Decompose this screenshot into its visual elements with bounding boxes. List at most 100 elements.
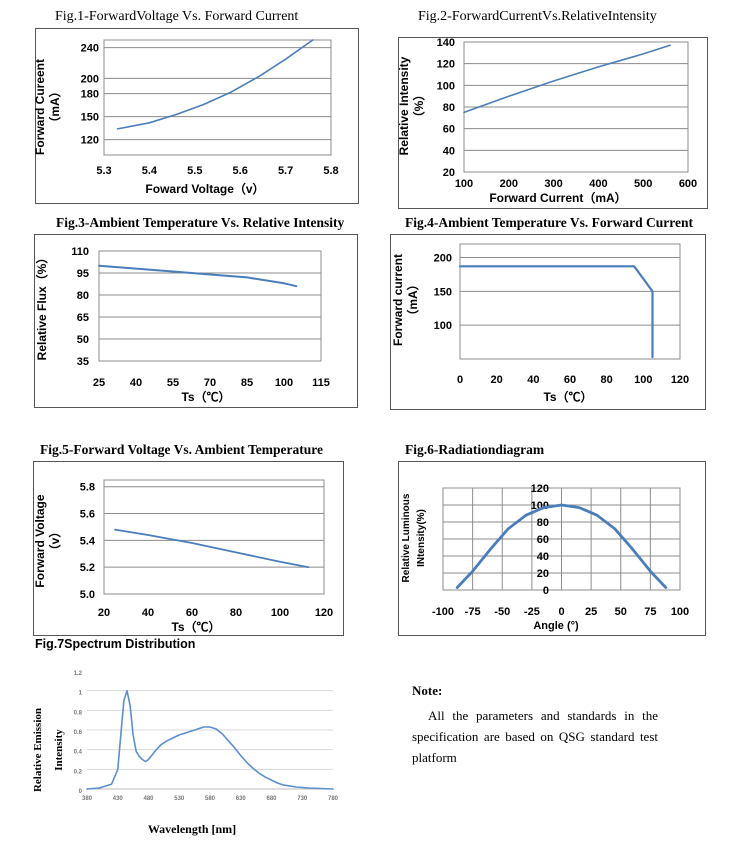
series-line xyxy=(98,264,298,288)
chart-title: Fig.6-Radiationdiagram xyxy=(405,442,545,457)
x-tick-label: 70 xyxy=(204,377,216,389)
x-tick-label: 5.5 xyxy=(187,165,202,177)
y-tick-label: 40 xyxy=(443,145,455,157)
y-tick-label: 0.6 xyxy=(74,730,83,736)
y-tick-label: 80 xyxy=(443,102,455,114)
x-tick-label: 25 xyxy=(585,606,597,618)
x-tick-label: 40 xyxy=(142,607,154,619)
x-axis-label: Angle (°) xyxy=(533,620,579,632)
x-tick-label: 300 xyxy=(544,178,562,190)
chart-frame xyxy=(35,28,359,204)
series-line xyxy=(86,689,334,790)
x-tick-label: 780 xyxy=(328,796,339,802)
series-line xyxy=(116,39,314,130)
y-tick-label: 110 xyxy=(71,246,89,258)
x-tick-label: 5.4 xyxy=(142,165,158,177)
series-line xyxy=(463,44,671,114)
y-tick-label: 140 xyxy=(437,37,455,49)
x-tick-label: 100 xyxy=(634,374,652,386)
y-axis-label: Forward current xyxy=(391,254,405,346)
plot-area xyxy=(103,479,325,595)
x-axis-label: Forward Current（mA） xyxy=(489,190,626,205)
y-tick-label: 200 xyxy=(81,73,99,85)
x-tick-label: 5.7 xyxy=(278,165,293,177)
plot-area xyxy=(459,243,681,360)
x-axis-label: Ts（℃） xyxy=(171,619,220,634)
x-tick-label: 100 xyxy=(275,377,293,389)
y-axis-label: （mA） xyxy=(47,85,62,128)
x-tick-label: 75 xyxy=(644,606,656,618)
y-axis-label: （%） xyxy=(411,89,426,124)
y-tick-label: 100 xyxy=(531,500,549,512)
x-tick-label: 60 xyxy=(564,374,576,386)
series-line xyxy=(455,503,668,589)
y-tick-label: 20 xyxy=(443,167,455,179)
x-tick-label: 80 xyxy=(230,607,242,619)
x-tick-label: 500 xyxy=(634,178,652,190)
x-axis-label: Wavelength [nm] xyxy=(148,822,236,836)
x-tick-label: 80 xyxy=(601,374,613,386)
x-tick-label: 530 xyxy=(174,796,185,802)
y-axis-label: Intensity xyxy=(53,729,65,771)
y-tick-label: 80 xyxy=(537,517,549,529)
y-tick-label: 50 xyxy=(77,334,89,346)
x-tick-label: -50 xyxy=(494,606,510,618)
x-tick-label: 40 xyxy=(130,377,142,389)
y-tick-label: 1.2 xyxy=(74,671,83,677)
y-tick-label: 100 xyxy=(434,320,452,332)
chart-title: Fig.2-ForwardCurrentVs.RelativeIntensity xyxy=(418,9,657,24)
y-axis-label: Relative Intensity xyxy=(397,56,411,155)
y-axis-label: INtensity(%) xyxy=(416,509,427,567)
y-tick-label: 0 xyxy=(543,585,549,597)
y-tick-label: 5.8 xyxy=(80,482,95,494)
x-tick-label: 5.3 xyxy=(96,165,111,177)
y-tick-label: 0 xyxy=(79,789,83,795)
chart-frame xyxy=(390,234,706,410)
x-tick-label: 50 xyxy=(615,606,627,618)
x-axis-label: Foward Voltage（v） xyxy=(145,181,264,196)
y-tick-label: 80 xyxy=(77,290,89,302)
y-tick-label: 40 xyxy=(537,551,549,563)
y-tick-label: 180 xyxy=(81,89,99,101)
x-tick-label: 60 xyxy=(186,607,198,619)
x-tick-label: -75 xyxy=(465,606,481,618)
y-tick-label: 5.6 xyxy=(80,509,95,521)
y-tick-label: 200 xyxy=(434,253,452,265)
y-tick-label: 120 xyxy=(531,483,549,495)
chart-title: Fig.3-Ambient Temperature Vs. Relative I… xyxy=(56,215,345,230)
plot-area xyxy=(103,39,332,156)
x-tick-label: 85 xyxy=(241,377,253,389)
y-tick-label: 240 xyxy=(81,43,99,55)
y-tick-label: 0.2 xyxy=(74,769,83,775)
y-tick-label: 5.2 xyxy=(80,562,95,574)
x-axis-label: Ts（℃） xyxy=(181,389,230,404)
y-tick-label: 100 xyxy=(437,80,455,92)
plot-area xyxy=(98,250,322,362)
y-tick-label: 60 xyxy=(537,534,549,546)
x-tick-label: 100 xyxy=(455,178,473,190)
chart-frame xyxy=(398,37,708,209)
x-tick-label: 120 xyxy=(315,607,333,619)
series-line xyxy=(114,528,310,569)
x-tick-label: 5.6 xyxy=(233,165,248,177)
y-tick-label: 120 xyxy=(81,135,99,147)
x-tick-label: 100 xyxy=(671,606,689,618)
y-axis-label: Relative Flux（%） xyxy=(34,252,49,361)
chart-title: Fig.1-ForwardVoltage Vs. Forward Current xyxy=(55,9,299,24)
x-tick-label: 630 xyxy=(236,796,247,802)
x-tick-label: 20 xyxy=(98,607,110,619)
x-tick-label: 380 xyxy=(82,796,93,802)
x-tick-label: 0 xyxy=(457,374,463,386)
x-axis-label: Ts（℃） xyxy=(543,389,592,404)
chart-title: Fig.4-Ambient Temperature Vs. Forward Cu… xyxy=(405,215,693,230)
x-tick-label: 600 xyxy=(679,178,697,190)
x-tick-label: 55 xyxy=(167,377,179,389)
chart-title: Fig.5-Forward Voltage Vs. Ambient Temper… xyxy=(40,442,323,457)
x-tick-label: 25 xyxy=(93,377,105,389)
